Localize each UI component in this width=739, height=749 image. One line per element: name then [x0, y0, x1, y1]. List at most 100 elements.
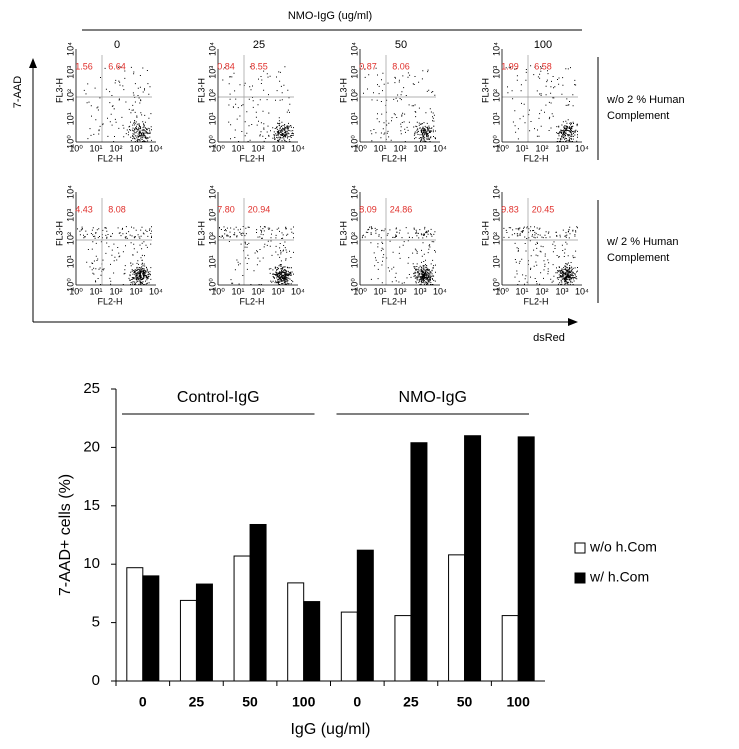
dots — [503, 226, 578, 285]
bar — [356, 549, 374, 682]
panel-x-tick: 10⁰ — [69, 143, 83, 153]
panel-x-tick: 10¹ — [515, 143, 528, 153]
panel-y-label: FL3-H — [338, 221, 348, 246]
panel-x-tick: 10⁰ — [495, 143, 509, 153]
bar — [195, 583, 213, 682]
legend-swatch — [574, 572, 586, 584]
bar — [303, 601, 321, 682]
panel-y-tick: 10² — [65, 232, 75, 245]
panel-x-tick: 10² — [393, 286, 406, 296]
quadrant-value: 6.58 — [534, 61, 552, 71]
panel-x-label: FL2-H — [381, 296, 406, 306]
legend-label: w/o h.Com — [589, 539, 657, 555]
panel-y-label: FL3-H — [196, 78, 206, 103]
dots — [77, 226, 152, 285]
panel-y-tick: 10² — [65, 89, 75, 102]
panel-x-label: FL2-H — [239, 153, 264, 163]
bar — [410, 442, 428, 682]
panel-x-tick: 10⁴ — [575, 143, 589, 153]
legend-swatch — [574, 542, 586, 554]
panel-y-tick: 10⁴ — [491, 185, 501, 199]
panel-y-tick: 10⁴ — [207, 42, 217, 56]
bar — [126, 567, 144, 682]
dots — [83, 66, 152, 142]
panel-y-tick: 10³ — [65, 209, 75, 222]
x-tick-label: 0 — [353, 694, 361, 710]
bar — [287, 582, 305, 682]
row-label: w/ 2 % Human — [606, 236, 679, 248]
panel-y-tick: 10⁴ — [491, 42, 501, 56]
quadrant-value: 9.83 — [501, 204, 519, 214]
panel-x-tick: 10³ — [555, 286, 568, 296]
x-tick-label: 100 — [292, 694, 316, 710]
panel-y-tick: 10¹ — [207, 112, 217, 125]
panel-x-tick: 10¹ — [89, 286, 102, 296]
panel-y-tick: 10⁴ — [349, 42, 359, 56]
panel-y-tick: 10¹ — [65, 112, 75, 125]
bar — [517, 436, 535, 682]
panel-x-tick: 10⁴ — [433, 286, 447, 296]
quadrant-value: 8.08 — [108, 204, 126, 214]
quadrant-value: 8.55 — [250, 61, 268, 71]
panel-y-tick: 10² — [349, 89, 359, 102]
quadrant-value: 8.06 — [392, 61, 410, 71]
panel-y-tick: 10¹ — [65, 255, 75, 268]
panel-y-tick: 10³ — [207, 66, 217, 79]
panel-y-tick: 10¹ — [491, 255, 501, 268]
panel-x-tick: 10³ — [129, 143, 142, 153]
bar — [233, 555, 251, 682]
panel-x-tick: 10¹ — [231, 286, 244, 296]
panel-x-tick: 10⁰ — [211, 143, 225, 153]
y-tick-label: 25 — [83, 380, 100, 397]
panel-x-tick: 10³ — [129, 286, 142, 296]
panel-x-tick: 10² — [109, 143, 122, 153]
panel-x-tick: 10⁴ — [291, 286, 305, 296]
arrowhead — [568, 318, 578, 326]
panel-x-tick: 10² — [251, 143, 264, 153]
panel-x-tick: 10⁴ — [575, 286, 589, 296]
bar — [464, 435, 482, 682]
quadrant-value: 6.64 — [108, 61, 126, 71]
panel-x-tick: 10² — [393, 143, 406, 153]
panel-y-tick: 10³ — [491, 66, 501, 79]
panel-x-tick: 10² — [109, 286, 122, 296]
panel-x-tick: 10² — [251, 286, 264, 296]
panel-y-tick: 10⁰ — [491, 135, 501, 149]
bar — [448, 554, 466, 682]
panel-x-tick: 10¹ — [373, 143, 386, 153]
panel-x-tick: 10³ — [413, 286, 426, 296]
panel-x-tick: 10⁰ — [211, 286, 225, 296]
panel-y-tick: 10³ — [207, 209, 217, 222]
panel-y-tick: 10² — [207, 232, 217, 245]
x-tick-label: 50 — [457, 694, 473, 710]
arrowhead — [29, 58, 37, 68]
quadrant-value: 0.87 — [359, 61, 377, 71]
group-label: Control-IgG — [177, 389, 260, 406]
panel-y-tick: 10¹ — [207, 255, 217, 268]
panel-y-tick: 10³ — [349, 66, 359, 79]
panel-y-tick: 10² — [349, 232, 359, 245]
panel-x-tick: 10² — [535, 143, 548, 153]
row-label: Complement — [607, 252, 669, 264]
panel-y-label: FL3-H — [54, 78, 64, 103]
legend-label: w/ h.Com — [589, 569, 649, 585]
dots — [222, 66, 294, 142]
panel-x-tick: 10⁴ — [149, 286, 163, 296]
y-tick-label: 15 — [83, 497, 100, 514]
panel-y-tick: 10⁰ — [207, 278, 217, 292]
panel-y-label: FL3-H — [196, 221, 206, 246]
panel-y-tick: 10² — [491, 232, 501, 245]
panel-y-tick: 10² — [491, 89, 501, 102]
panel-y-tick: 10³ — [349, 209, 359, 222]
panel-x-tick: 10¹ — [231, 143, 244, 153]
panel-x-tick: 10⁴ — [291, 143, 305, 153]
flow-y-label: 7-AAD — [12, 76, 24, 108]
x-tick-label: 25 — [189, 694, 205, 710]
panel-y-tick: 10⁰ — [491, 278, 501, 292]
bar — [249, 523, 267, 682]
quadrant-value: 20.45 — [532, 204, 555, 214]
panel-y-tick: 10² — [207, 89, 217, 102]
panel-y-tick: 10⁰ — [65, 278, 75, 292]
panel-x-tick: 10³ — [271, 143, 284, 153]
panel-x-tick: 10⁴ — [433, 143, 447, 153]
